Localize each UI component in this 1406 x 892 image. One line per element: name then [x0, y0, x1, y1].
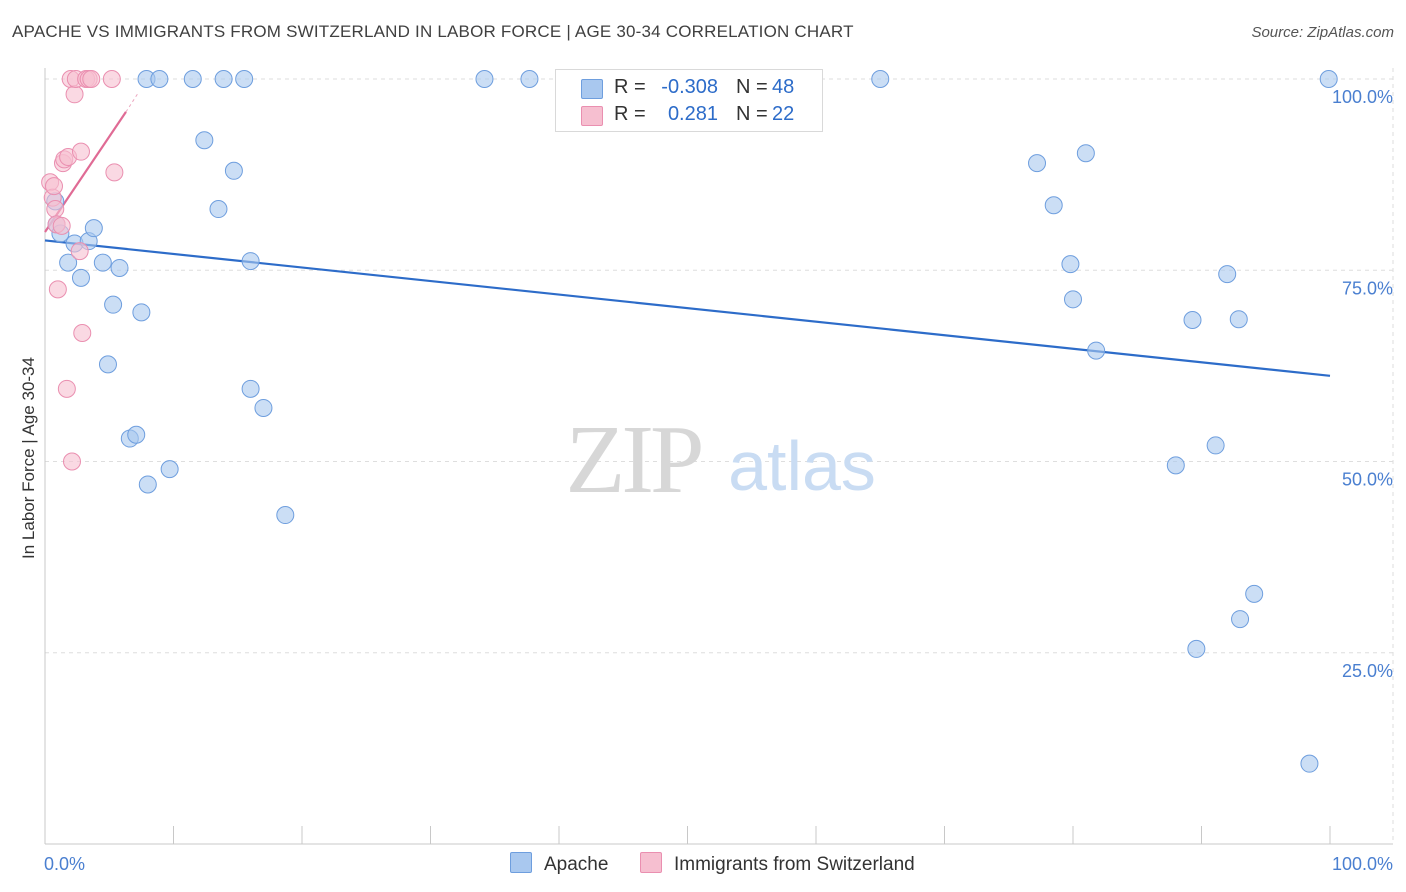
n-label: N = — [736, 103, 768, 125]
switzerland-trend-extension — [125, 91, 140, 113]
switzerland-point — [44, 177, 63, 196]
y-tick-label: 75.0% — [1342, 278, 1393, 298]
y-axis-label: In Labor Force | Age 30-34 — [19, 357, 38, 559]
apache-point — [1218, 265, 1237, 284]
switzerland-legend-swatch — [640, 852, 662, 873]
n-value: 22 — [772, 103, 795, 125]
apache-point — [1028, 154, 1047, 173]
trend-lines — [44, 91, 1331, 377]
apache-point — [183, 70, 202, 88]
apache-point — [98, 355, 117, 374]
legend-row-apache: R = -0.308 N = 48 — [556, 76, 822, 102]
watermark-atlas: atlas — [728, 427, 876, 505]
apache-point — [195, 131, 214, 150]
apache-trend-line — [44, 239, 1331, 377]
apache-point — [84, 219, 103, 238]
x-tick-label-right: 100.0% — [1332, 854, 1393, 874]
apache-point — [150, 70, 169, 88]
apache-point — [520, 70, 539, 88]
apache-point — [1231, 610, 1250, 629]
apache-point — [1061, 255, 1080, 274]
apache-point — [93, 253, 112, 272]
apache-point — [104, 295, 123, 314]
switzerland-point — [62, 452, 81, 471]
y-tick-label: 50.0% — [1342, 470, 1393, 490]
switzerland-point — [57, 379, 76, 398]
series-legend: Apache Immigrants from Switzerland — [0, 852, 1406, 878]
data-points — [41, 70, 1338, 773]
r-label: R = — [614, 76, 646, 98]
switzerland-point — [102, 70, 121, 88]
legend-item-switzerland[interactable]: Immigrants from Switzerland — [640, 852, 915, 876]
apache-point — [241, 252, 260, 271]
y-tick-label: 25.0% — [1342, 661, 1393, 681]
apache-legend-swatch — [510, 852, 532, 873]
switzerland-point — [52, 216, 71, 235]
apache-point — [1300, 754, 1319, 773]
apache-point — [1245, 584, 1264, 603]
n-label: N = — [736, 76, 768, 98]
apache-point — [1044, 196, 1063, 215]
chart-title: APACHE VS IMMIGRANTS FROM SWITZERLAND IN… — [12, 22, 854, 41]
apache-swatch — [581, 79, 603, 99]
r-value: -0.308 — [661, 76, 718, 98]
apache-point — [59, 253, 78, 272]
switzerland-point — [65, 85, 84, 104]
apache-point — [138, 475, 157, 494]
apache-point — [276, 506, 295, 525]
switzerland-point — [82, 70, 101, 88]
apache-point — [235, 70, 254, 88]
apache-point — [1076, 144, 1095, 163]
switzerland-point — [48, 280, 67, 299]
r-value: 0.281 — [667, 103, 718, 125]
apache-point — [1187, 639, 1206, 658]
apache-point — [1064, 290, 1082, 309]
r-label: R = — [614, 103, 646, 125]
apache-point — [1183, 310, 1202, 329]
tick-labels: 100.0% 75.0% 50.0% 25.0% 0.0% 100.0% — [44, 87, 1393, 874]
n-value: 48 — [772, 76, 795, 98]
apache-point — [224, 161, 243, 180]
grid-layer — [45, 68, 1394, 844]
switzerland-point — [71, 142, 90, 161]
apache-point — [871, 70, 890, 88]
apache-point — [1166, 456, 1185, 475]
x-tick-label-left: 0.0% — [44, 854, 85, 874]
apache-point — [1229, 310, 1248, 329]
switzerland-swatch — [581, 106, 603, 126]
apache-point — [209, 200, 228, 219]
watermark: ZIP atlas — [566, 406, 876, 514]
apache-point — [1206, 436, 1225, 455]
apache-point — [1087, 341, 1106, 360]
stats-legend: R = -0.308 N = 48 R = 0.281 N = 22 — [555, 69, 823, 132]
switzerland-point — [70, 242, 89, 261]
apache-point — [254, 398, 273, 417]
switzerland-point — [105, 163, 124, 182]
apache-point — [214, 70, 233, 88]
y-tick-label: 100.0% — [1332, 87, 1393, 107]
apache-point — [475, 70, 494, 88]
apache-point — [241, 379, 260, 398]
switzerland-point — [46, 200, 65, 219]
apache-point — [127, 425, 146, 444]
legend-item-label: Apache — [544, 854, 609, 875]
apache-point — [110, 258, 129, 277]
source-label: Source: ZipAtlas.com — [1251, 24, 1394, 41]
apache-point — [132, 303, 151, 322]
apache-point — [71, 268, 90, 287]
axes-layer — [44, 68, 1393, 845]
legend-row-switzerland: R = 0.281 N = 22 — [556, 103, 822, 129]
watermark-zip: ZIP — [566, 406, 701, 514]
switzerland-point — [73, 323, 92, 342]
apache-point — [160, 460, 179, 479]
legend-item-apache[interactable]: Apache — [510, 852, 608, 876]
apache-point — [1319, 70, 1338, 88]
legend-item-label: Immigrants from Switzerland — [674, 854, 915, 875]
